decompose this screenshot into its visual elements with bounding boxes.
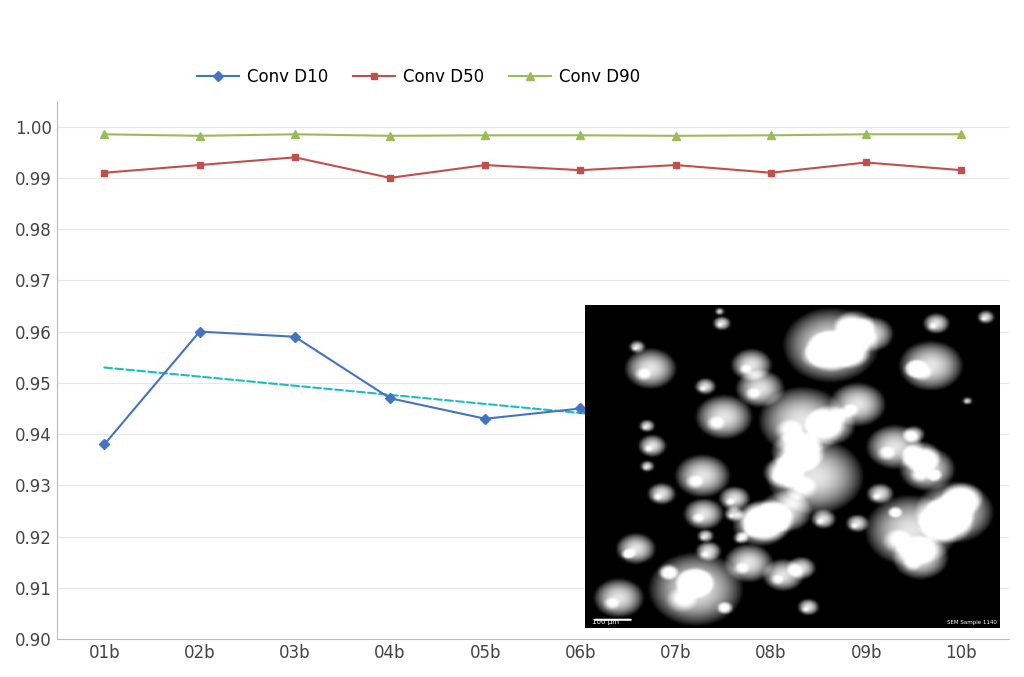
Conv D10 <box>479 415 492 423</box>
Conv D90 <box>955 130 968 138</box>
Conv D50 <box>384 174 396 182</box>
Conv D50 <box>670 161 682 169</box>
Line: Conv D90: Conv D90 <box>100 130 966 140</box>
Conv D90 <box>860 130 872 138</box>
Conv D50 <box>955 166 968 174</box>
Legend: Conv D10, Conv D50, Conv D90: Conv D10, Conv D50, Conv D90 <box>190 61 647 92</box>
Conv D90 <box>765 131 777 139</box>
Conv D90 <box>289 130 301 138</box>
Line: Conv D10: Conv D10 <box>101 328 679 499</box>
Conv D50 <box>860 158 872 167</box>
Conv D10 <box>670 492 682 500</box>
Line: Conv D50: Conv D50 <box>101 154 965 181</box>
Conv D90 <box>384 132 396 140</box>
Conv D90 <box>479 131 492 139</box>
Conv D50 <box>289 153 301 161</box>
Conv D50 <box>574 166 587 174</box>
Conv D10 <box>289 332 301 341</box>
Conv D10 <box>194 328 206 336</box>
Conv D50 <box>479 161 492 169</box>
Conv D90 <box>194 132 206 140</box>
Conv D90 <box>98 130 111 138</box>
Conv D50 <box>98 169 111 177</box>
Conv D90 <box>574 131 587 139</box>
Conv D10 <box>574 404 587 412</box>
Conv D10 <box>98 440 111 448</box>
Conv D10 <box>384 394 396 402</box>
Conv D90 <box>670 132 682 140</box>
Conv D50 <box>194 161 206 169</box>
Conv D50 <box>765 169 777 177</box>
